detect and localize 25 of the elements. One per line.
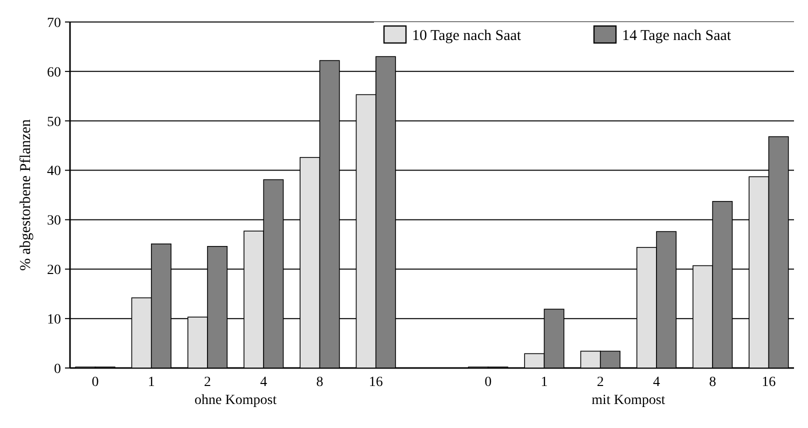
y-tick-label: 40: [47, 164, 61, 180]
legend-label: 10 Tage nach Saat: [412, 28, 522, 44]
y-axis-title: % abgestorbene Pflanzen: [18, 118, 34, 271]
y-tick-label: 70: [47, 16, 61, 31]
x-tick-label: 4: [652, 375, 660, 390]
x-tick-label: 0: [484, 375, 492, 390]
x-tick-label: 8: [316, 375, 324, 390]
x-tick-label: 8: [709, 375, 716, 390]
text: ohne Kompost: [194, 393, 277, 408]
y-tick-label: 60: [47, 65, 61, 80]
y-tick-label: 0: [54, 362, 61, 377]
x-tick-label: 4: [260, 375, 268, 390]
x-tick-label: 2: [596, 375, 604, 390]
legend-label: 14 Tage nach Saat: [622, 28, 732, 44]
x-tick-label: 0: [92, 375, 99, 390]
x-tick-label: 1: [540, 375, 548, 390]
x-tick-label: 16: [368, 375, 383, 390]
y-tick-label: 50: [47, 114, 61, 130]
x-tick-label: 1: [148, 375, 155, 390]
x-tick-label: 2: [204, 375, 212, 390]
y-tick-label: 10: [47, 312, 61, 328]
text: mit Kompost: [592, 393, 666, 408]
x-tick-label: 16: [762, 375, 776, 390]
y-tick-label: 20: [47, 263, 61, 278]
y-tick-label: 30: [47, 214, 61, 229]
